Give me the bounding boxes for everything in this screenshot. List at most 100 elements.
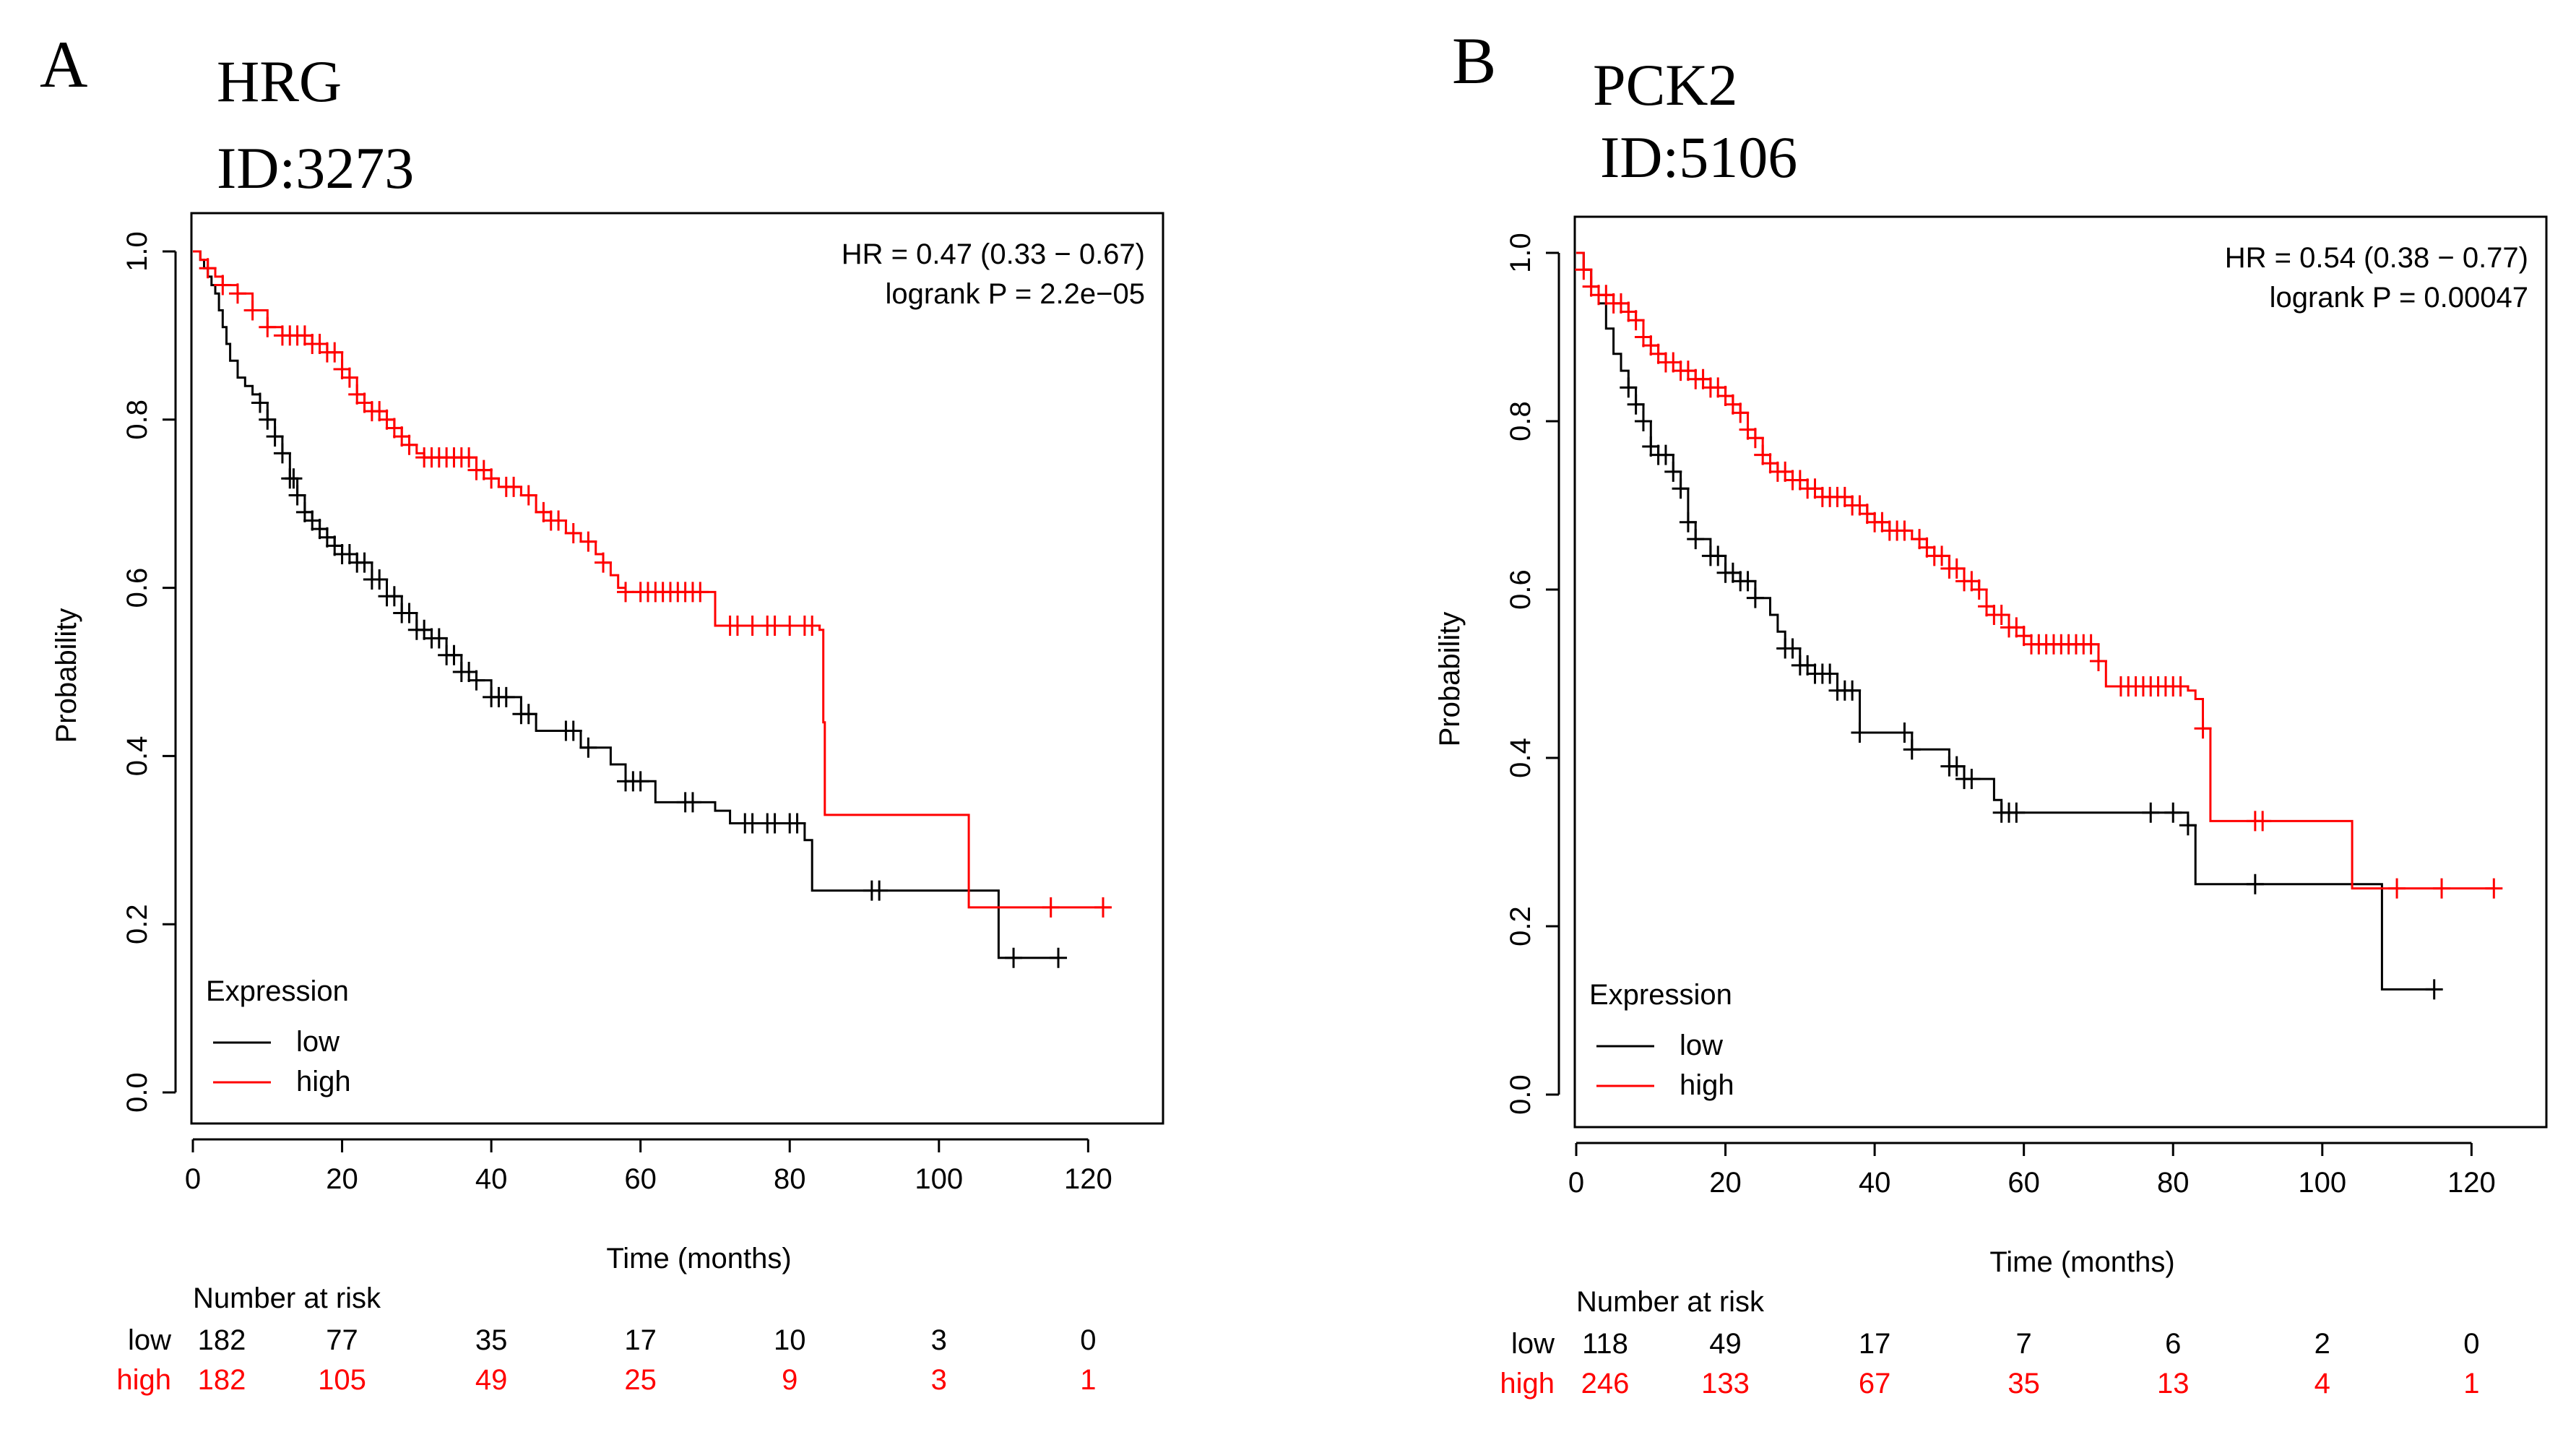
censor-mark-low bbox=[430, 628, 448, 649]
censor-mark-high bbox=[781, 615, 799, 636]
risk-value-low: 17 bbox=[1859, 1328, 1891, 1360]
gene-id: ID:3273 bbox=[217, 135, 414, 201]
censor-mark-high bbox=[728, 615, 746, 636]
censor-mark-low bbox=[1784, 638, 1802, 659]
legend-title: Expression bbox=[1589, 979, 1732, 1011]
censor-mark-low bbox=[371, 569, 389, 590]
y-axis-label: Probability bbox=[51, 608, 82, 743]
censor-mark-low bbox=[251, 392, 269, 413]
censor-mark-high bbox=[595, 552, 613, 573]
censor-mark-low bbox=[1627, 394, 1645, 415]
censor-mark-high bbox=[1620, 301, 1638, 322]
risk-value-high: 1 bbox=[2463, 1368, 2479, 1399]
censor-mark-high bbox=[1716, 386, 1734, 407]
censor-mark-low bbox=[1005, 947, 1023, 968]
censor-mark-high bbox=[259, 316, 277, 337]
censor-mark-high bbox=[505, 476, 523, 497]
censor-mark-low bbox=[318, 527, 336, 548]
censor-mark-high bbox=[1911, 529, 1929, 550]
censor-mark-low bbox=[788, 813, 806, 834]
censor-mark-high bbox=[228, 283, 246, 304]
risk-value-high: 182 bbox=[198, 1364, 246, 1396]
censor-mark-high bbox=[2433, 878, 2451, 899]
censor-mark-low bbox=[445, 644, 463, 665]
risk-value-low: 17 bbox=[624, 1324, 657, 1356]
y-tick-label: 0.4 bbox=[121, 736, 153, 777]
risk-value-low: 2 bbox=[2314, 1328, 2330, 1360]
censor-mark-low bbox=[326, 535, 344, 556]
censor-mark-high bbox=[1963, 571, 1981, 592]
censor-mark-high bbox=[1739, 419, 1757, 440]
censor-mark-high bbox=[295, 325, 314, 346]
censor-mark-high bbox=[1642, 335, 1660, 356]
censor-mark-low bbox=[460, 662, 478, 682]
censor-mark-low bbox=[467, 670, 485, 691]
risk-value-high: 13 bbox=[2157, 1368, 2190, 1399]
x-tick-label: 60 bbox=[2007, 1167, 2040, 1199]
censor-mark-high bbox=[1664, 352, 1682, 373]
x-axis-label: Time (months) bbox=[606, 1243, 791, 1274]
y-tick-label: 0.8 bbox=[1505, 401, 1536, 441]
censor-mark-low bbox=[1746, 587, 1764, 608]
x-tick-label: 20 bbox=[1709, 1167, 1742, 1199]
censor-mark-high bbox=[2015, 626, 2033, 647]
legend-label-high: high bbox=[1680, 1069, 1734, 1101]
risk-value-low: 3 bbox=[931, 1324, 947, 1356]
censor-mark-high bbox=[1094, 897, 1112, 918]
risk-value-high: 133 bbox=[1701, 1368, 1750, 1399]
censor-mark-low bbox=[1724, 562, 1742, 583]
censor-mark-high bbox=[579, 531, 597, 552]
risk-value-high: 4 bbox=[2314, 1368, 2330, 1399]
censor-mark-high bbox=[550, 510, 568, 531]
x-tick-label: 120 bbox=[2447, 1167, 2496, 1199]
censor-mark-high bbox=[214, 275, 232, 296]
gene-title: PCK2 bbox=[1593, 52, 1738, 118]
censor-mark-high bbox=[1649, 343, 1667, 364]
censor-mark-low bbox=[340, 544, 358, 565]
censor-mark-high bbox=[1896, 520, 1914, 541]
censor-mark-high bbox=[333, 358, 351, 379]
censor-mark-high bbox=[1918, 537, 1936, 558]
risk-row-label-low: low bbox=[1511, 1328, 1555, 1360]
risk-value-low: 10 bbox=[774, 1324, 806, 1356]
risk-value-high: 49 bbox=[475, 1364, 508, 1396]
censor-mark-high bbox=[1858, 504, 1876, 525]
censor-mark-low bbox=[497, 686, 515, 707]
legend-label-low: low bbox=[296, 1026, 340, 1058]
censor-mark-low bbox=[1851, 723, 1869, 743]
censor-mark-high bbox=[1970, 579, 1988, 600]
censor-mark-low bbox=[1821, 663, 1839, 684]
risk-value-low: 7 bbox=[2016, 1328, 2032, 1360]
censor-mark-high bbox=[1761, 453, 1779, 474]
x-tick-label: 40 bbox=[1859, 1167, 1891, 1199]
censor-mark-high bbox=[2254, 811, 2272, 832]
risk-value-high: 9 bbox=[782, 1364, 798, 1396]
plot-frame bbox=[1573, 215, 2548, 1129]
risk-table-title: Number at risk bbox=[193, 1282, 381, 1314]
x-tick-label: 100 bbox=[2298, 1167, 2346, 1199]
risk-value-high: 105 bbox=[318, 1364, 366, 1396]
censor-mark-high bbox=[385, 418, 403, 439]
censor-mark-high bbox=[1612, 293, 1630, 314]
y-tick-label: 1.0 bbox=[1505, 233, 1536, 273]
risk-value-high: 3 bbox=[931, 1364, 947, 1396]
censor-mark-high bbox=[2388, 878, 2406, 899]
censor-mark-high bbox=[2171, 676, 2190, 696]
censor-mark-high bbox=[1978, 596, 1996, 617]
logrank-annotation: logrank P = 2.2e−05 bbox=[885, 278, 1145, 310]
censor-mark-high bbox=[1709, 377, 1727, 398]
risk-value-low: 77 bbox=[326, 1324, 358, 1356]
x-tick-label: 20 bbox=[326, 1163, 358, 1195]
censor-mark-high bbox=[1873, 512, 1891, 532]
censor-mark-low bbox=[2164, 802, 2182, 823]
censor-mark-low bbox=[1620, 377, 1638, 398]
censor-mark-high bbox=[243, 300, 262, 321]
censor-mark-low bbox=[1656, 444, 1674, 465]
censor-mark-low bbox=[1634, 411, 1652, 431]
censor-mark-high bbox=[311, 334, 329, 355]
censor-mark-low bbox=[1896, 723, 1914, 743]
censor-mark-low bbox=[273, 443, 291, 464]
x-tick-label: 80 bbox=[774, 1163, 806, 1195]
